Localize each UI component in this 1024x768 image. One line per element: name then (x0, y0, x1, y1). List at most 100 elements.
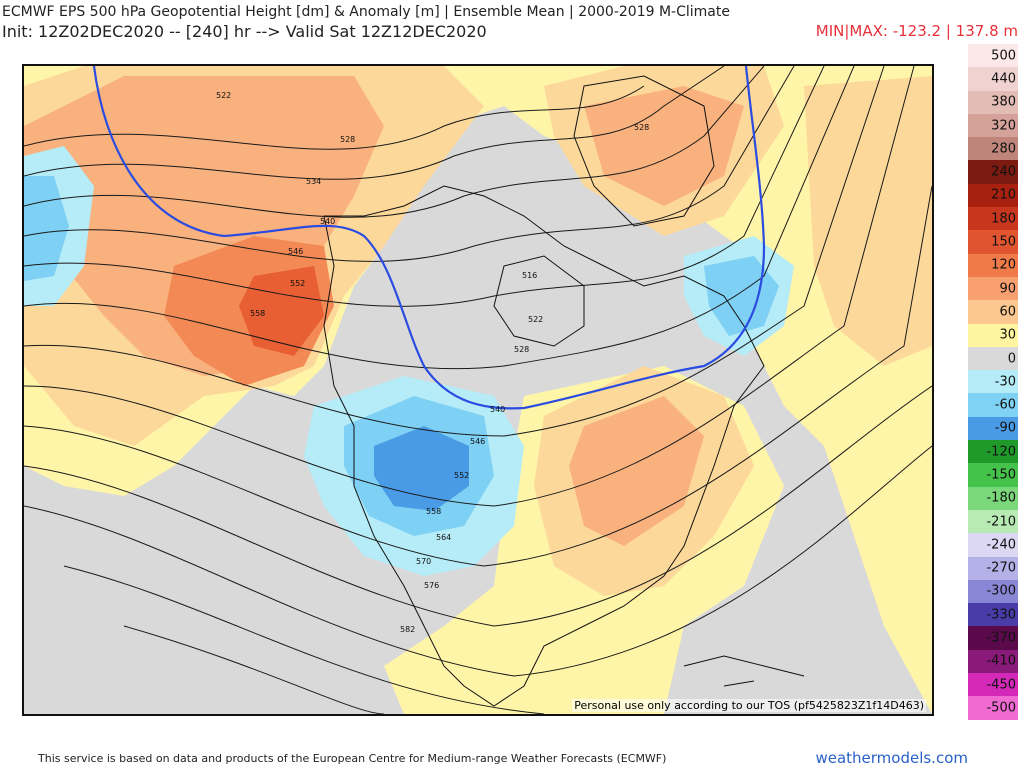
legend-label: -120 (986, 444, 1016, 460)
legend-row: 440 (968, 67, 1018, 91)
anomaly-negative-90 (374, 426, 469, 511)
legend-row: -240 (968, 533, 1018, 557)
legend-swatch (968, 183, 1018, 208)
legend-swatch (968, 463, 1018, 487)
highlight-contour-540 (92, 66, 766, 410)
color-legend: 500 440 380 320 280 240 210 180 150 120 90 60 30 0 -30… (968, 44, 1018, 720)
legend-label: -90 (994, 420, 1016, 436)
legend-label: -300 (986, 583, 1016, 599)
coastline-hudson-bay (493, 255, 585, 347)
legend-swatch (968, 137, 1018, 161)
legend-label: 500 (991, 48, 1016, 64)
contour-label: 576 (424, 581, 439, 590)
legend-label: 30 (999, 327, 1016, 343)
contour-label: 528 (634, 123, 649, 132)
tos-notice: Personal use only according to our TOS (… (572, 699, 926, 712)
legend-row: 60 (968, 300, 1018, 324)
init-valid-label: Init: 12Z02DEC2020 -- [240] hr --> Valid… (2, 22, 487, 41)
contour-labels: 522 528 528 534 540 546 552 558 516 522 … (216, 91, 649, 634)
contour-label: 570 (416, 557, 431, 566)
contour-label: 528 (514, 345, 529, 354)
contour-label: 558 (426, 507, 441, 516)
legend-swatch (968, 230, 1018, 254)
coastline-north-america (323, 185, 765, 707)
legend-swatch (968, 300, 1018, 324)
legend-swatch (968, 323, 1018, 347)
legend-row: -500 (968, 696, 1018, 720)
coastline-greenland (573, 75, 715, 227)
legend-row: 240 (968, 160, 1018, 184)
legend-row: 210 (968, 183, 1018, 208)
legend-swatch (968, 370, 1018, 394)
legend-row: -270 (968, 556, 1018, 580)
legend-swatch (968, 626, 1018, 650)
contour-label: 534 (306, 177, 321, 186)
anomaly-positive-150 (239, 266, 324, 356)
legend-row: -370 (968, 626, 1018, 650)
legend-swatch (968, 603, 1018, 627)
legend-label: 280 (991, 141, 1016, 157)
legend-swatch (968, 440, 1018, 464)
legend-label: 240 (991, 164, 1016, 180)
legend-label: 150 (991, 234, 1016, 250)
legend-row: 150 (968, 230, 1018, 254)
legend-swatch (968, 113, 1018, 138)
legend-label: -500 (986, 700, 1016, 716)
legend-swatch (968, 393, 1018, 417)
legend-label: -180 (986, 490, 1016, 506)
legend-swatch (968, 649, 1018, 674)
legend-label: 210 (991, 187, 1016, 203)
legend-swatch (968, 579, 1018, 604)
legend-swatch (968, 509, 1018, 534)
legend-row: 180 (968, 207, 1018, 231)
height-contours (24, 66, 932, 714)
legend-swatch (968, 44, 1018, 68)
legend-label: 90 (999, 281, 1016, 297)
legend-swatch (968, 346, 1018, 371)
legend-row: -180 (968, 486, 1018, 510)
contour-label: 552 (290, 279, 305, 288)
legend-label: 320 (991, 118, 1016, 134)
contour-label: 582 (400, 625, 415, 634)
contour-label: 522 (216, 91, 231, 100)
contour-label: 564 (436, 533, 451, 542)
legend-swatch (968, 207, 1018, 231)
contour-label: 558 (250, 309, 265, 318)
legend-label: -330 (986, 607, 1016, 623)
legend-label: 380 (991, 94, 1016, 110)
legend-row: -210 (968, 509, 1018, 534)
legend-label: -150 (986, 467, 1016, 483)
map-canvas: 522 528 528 534 540 546 552 558 516 522 … (24, 66, 932, 714)
legend-swatch (968, 556, 1018, 580)
legend-label: -240 (986, 537, 1016, 553)
legend-row: -30 (968, 370, 1018, 394)
legend-label: -370 (986, 630, 1016, 646)
forecast-map: 522 528 528 534 540 546 552 558 516 522 … (22, 64, 934, 716)
contour-label: 546 (470, 437, 485, 446)
legend-row: -60 (968, 393, 1018, 417)
contour-label: 522 (528, 315, 543, 324)
legend-row: -330 (968, 603, 1018, 627)
legend-row: -410 (968, 649, 1018, 674)
legend-swatch (968, 276, 1018, 301)
legend-label: 60 (999, 304, 1016, 320)
chart-title: ECMWF EPS 500 hPa Geopotential Height [d… (2, 4, 730, 20)
legend-swatch (968, 90, 1018, 114)
contour-label: 528 (340, 135, 355, 144)
legend-row: -450 (968, 673, 1018, 697)
legend-label: -210 (986, 514, 1016, 530)
contour-label: 546 (288, 247, 303, 256)
data-credit: This service is based on data and produc… (38, 752, 667, 765)
contour-label: 552 (454, 471, 469, 480)
legend-row: 120 (968, 253, 1018, 277)
legend-row: 320 (968, 113, 1018, 138)
legend-swatch (968, 160, 1018, 184)
legend-label: -450 (986, 677, 1016, 693)
legend-row: -120 (968, 440, 1018, 464)
legend-row: -300 (968, 579, 1018, 604)
legend-row: 380 (968, 90, 1018, 114)
legend-swatch (968, 253, 1018, 277)
brand-link[interactable]: weathermodels.com (815, 749, 968, 767)
legend-label: -60 (994, 397, 1016, 413)
legend-label: 180 (991, 211, 1016, 227)
